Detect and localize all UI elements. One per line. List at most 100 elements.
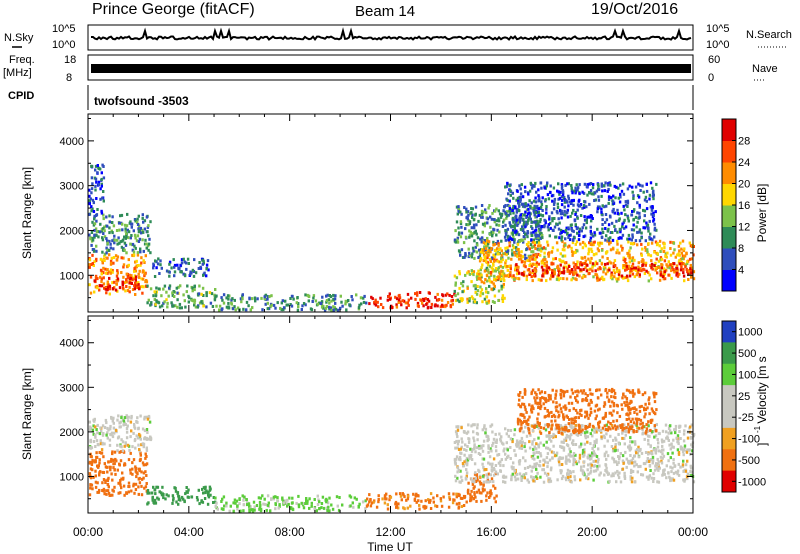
data-cell (540, 186, 543, 190)
data-cell (109, 259, 113, 263)
data-cell (548, 395, 551, 399)
data-cell (530, 238, 533, 242)
data-cell (516, 220, 519, 224)
data-cell (459, 297, 462, 301)
data-cell (530, 201, 533, 205)
data-cell (592, 450, 596, 454)
data-cell (99, 284, 102, 288)
data-cell (677, 452, 681, 456)
data-cell (608, 266, 611, 270)
data-cell (147, 224, 150, 228)
data-cell (570, 184, 573, 187)
data-cell (591, 217, 594, 220)
data-cell (659, 270, 663, 274)
data-cell (474, 212, 477, 216)
data-cell (485, 274, 489, 278)
data-cell (537, 194, 540, 198)
data-cell (149, 435, 152, 439)
data-cell (131, 467, 134, 471)
freq-strip-frame (87, 54, 694, 81)
data-cell (316, 302, 320, 306)
data-cell (493, 274, 496, 278)
data-cell (497, 217, 500, 221)
data-cell (415, 500, 418, 504)
data-cell (667, 427, 671, 430)
data-cell (665, 430, 668, 434)
data-cell (89, 476, 93, 480)
data-cell (527, 192, 530, 196)
data-cell (126, 416, 129, 419)
data-cell (96, 423, 99, 427)
data-cell (137, 492, 140, 496)
data-cell (457, 425, 460, 429)
data-cell (641, 426, 644, 430)
data-cell (230, 302, 233, 306)
data-cell (118, 462, 121, 466)
data-cell (282, 306, 286, 310)
data-cell (576, 249, 579, 253)
data-cell (523, 237, 526, 241)
data-cell (146, 301, 149, 305)
data-cell (596, 460, 600, 464)
data-cell (545, 260, 548, 264)
data-cell (111, 215, 114, 219)
data-cell (101, 250, 104, 254)
data-cell (631, 406, 635, 410)
data-cell (538, 197, 541, 201)
data-cell (535, 462, 538, 466)
data-cell (260, 296, 263, 300)
data-cell (111, 419, 114, 423)
data-cell (651, 409, 654, 413)
data-cell (521, 395, 524, 399)
data-cell (539, 228, 542, 232)
data-cell (479, 257, 483, 261)
data-cell (493, 269, 497, 273)
data-cell (531, 206, 534, 210)
data-cell (586, 468, 589, 472)
data-cell (377, 498, 380, 501)
data-cell (642, 208, 645, 212)
data-cell (654, 266, 657, 270)
data-cell (545, 184, 548, 188)
data-cell (669, 253, 673, 257)
data-cell (610, 395, 613, 399)
data-cell (564, 476, 567, 480)
data-cell (570, 199, 573, 203)
data-cell (637, 268, 640, 272)
data-cell (153, 275, 157, 278)
data-cell (456, 240, 460, 244)
data-cell (532, 476, 535, 479)
data-cell (551, 388, 554, 392)
data-cell (212, 501, 215, 504)
data-cell (598, 231, 602, 235)
data-cell (571, 391, 575, 395)
beam-label: Beam 14 (355, 3, 415, 20)
data-cell (135, 434, 138, 438)
data-cell (134, 219, 137, 223)
data-cell (509, 212, 512, 216)
data-cell (542, 443, 545, 447)
data-cell (137, 272, 140, 276)
data-cell (510, 257, 513, 261)
data-cell (503, 278, 506, 282)
data-cell (134, 236, 137, 240)
data-cell (116, 242, 119, 246)
data-cell (612, 261, 615, 265)
data-cell (523, 415, 526, 419)
data-cell (630, 238, 633, 242)
data-cell (110, 256, 113, 260)
data-cell (206, 259, 210, 263)
data-cell (574, 390, 577, 394)
data-cell (133, 267, 136, 271)
data-cell (407, 494, 410, 498)
data-cell (485, 498, 488, 502)
data-cell (634, 239, 638, 243)
data-cell (480, 204, 484, 207)
data-cell (541, 236, 544, 240)
data-cell (504, 246, 507, 250)
data-cell (672, 251, 675, 255)
data-cell (377, 305, 380, 309)
data-cell (581, 190, 584, 194)
data-cell (390, 304, 393, 308)
data-cell (622, 192, 626, 196)
